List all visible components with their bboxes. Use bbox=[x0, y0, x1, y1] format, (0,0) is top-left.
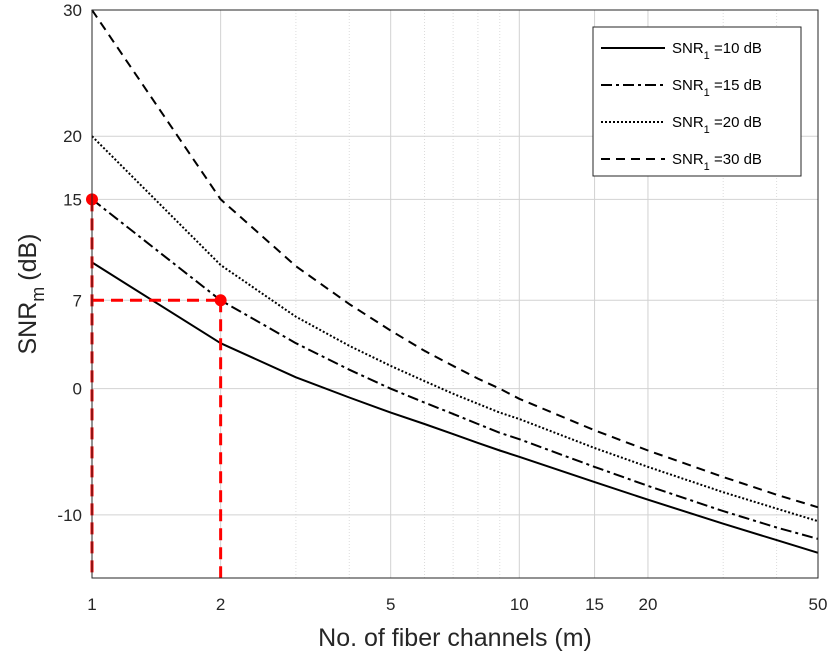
legend-label-rest: =10 dB bbox=[710, 40, 762, 57]
legend-label-sub: 1 bbox=[704, 124, 710, 136]
legend-label-rest: =15 dB bbox=[710, 77, 762, 94]
legend-label-2: SNR1 =15 dB bbox=[672, 77, 762, 99]
legend-label-rest: =20 dB bbox=[710, 114, 762, 131]
legend-label-base: SNR bbox=[672, 40, 704, 57]
series-layer bbox=[91, 9, 819, 554]
y-tick-label: 20 bbox=[63, 127, 82, 146]
series-line-1 bbox=[91, 261, 819, 554]
x-axis-label: No. of fiber channels (m) bbox=[318, 624, 592, 652]
legend-label-1: SNR1 =10 dB bbox=[672, 40, 762, 62]
x-tick-label: 20 bbox=[638, 595, 657, 614]
y-tick-label: 30 bbox=[63, 1, 82, 20]
series-line-3 bbox=[91, 135, 819, 523]
plot-frame bbox=[91, 9, 819, 579]
y-axis-label-unit: (dB) bbox=[14, 233, 42, 280]
legend-label-base: SNR bbox=[672, 114, 704, 131]
series-line-2 bbox=[91, 198, 819, 540]
x-tick-label: 2 bbox=[216, 595, 225, 614]
red-marker bbox=[214, 294, 227, 307]
legend-label-rest: =30 dB bbox=[710, 151, 762, 168]
tick-labels: 1 2 5 10 15 20 50 -10 0 7 15 20 30 bbox=[57, 1, 827, 614]
y-axis-label: SNRm (dB) bbox=[14, 233, 48, 354]
x-tick-label: 10 bbox=[510, 595, 529, 614]
legend-label-base: SNR bbox=[672, 77, 704, 94]
legend-box bbox=[592, 26, 802, 177]
x-tick-label: 1 bbox=[87, 595, 96, 614]
x-tick-label: 50 bbox=[809, 595, 828, 614]
series-line-4 bbox=[91, 9, 819, 509]
y-axis-label-base: SNR bbox=[14, 302, 42, 355]
x-tick-label: 5 bbox=[386, 595, 395, 614]
legend-label-sub: 1 bbox=[704, 161, 710, 173]
y-tick-label: 15 bbox=[63, 190, 82, 209]
y-tick-label: -10 bbox=[57, 506, 82, 525]
legend-label-sub: 1 bbox=[704, 50, 710, 62]
y-tick-label: 0 bbox=[73, 380, 82, 399]
legend-label-sub: 1 bbox=[704, 87, 710, 99]
x-tick-label: 15 bbox=[585, 595, 604, 614]
legend-label-base: SNR bbox=[672, 151, 704, 168]
legend-label-3: SNR1 =20 dB bbox=[672, 114, 762, 136]
legend-label-4: SNR1 =30 dB bbox=[672, 151, 762, 173]
y-tick-label: 7 bbox=[73, 291, 82, 310]
y-axis-label-sub: m bbox=[28, 287, 48, 302]
